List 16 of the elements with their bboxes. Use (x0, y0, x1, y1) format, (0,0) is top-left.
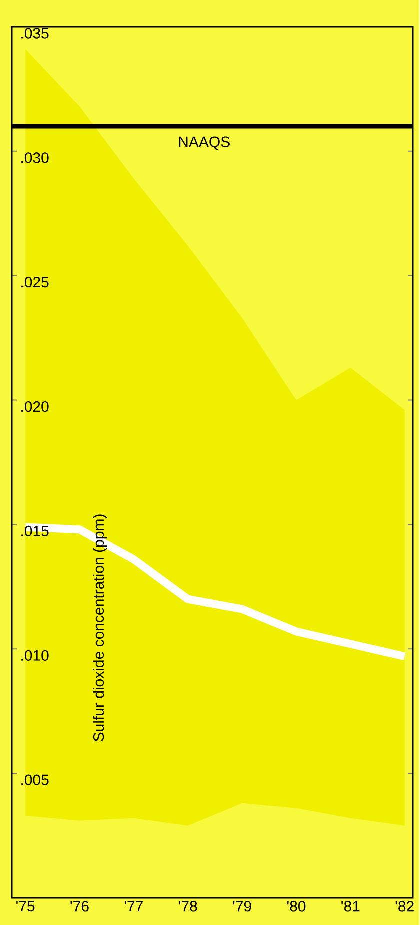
x-tick-label: '78 (179, 901, 198, 912)
x-tick-label: '75 (16, 901, 35, 912)
y-tick-label: .030 (22, 152, 49, 164)
x-tick-label: '79 (233, 901, 252, 912)
y-tick-label: .005 (22, 774, 49, 786)
ref-line-label: NAAQS (180, 136, 230, 150)
y-axis-title: Sulfur dioxide concentration (ppm) (93, 514, 108, 742)
x-tick-label: '80 (288, 901, 306, 912)
x-tick-label: '77 (125, 901, 144, 912)
x-tick-label: '82 (396, 901, 414, 912)
y-tick-label: .020 (22, 401, 49, 412)
x-tick-label: '76 (70, 901, 90, 912)
y-tick-label: .010 (22, 650, 49, 661)
y-tick-label: .025 (22, 277, 49, 288)
x-tick-label: '81 (342, 901, 360, 912)
y-tick-label: .035 (22, 28, 49, 39)
